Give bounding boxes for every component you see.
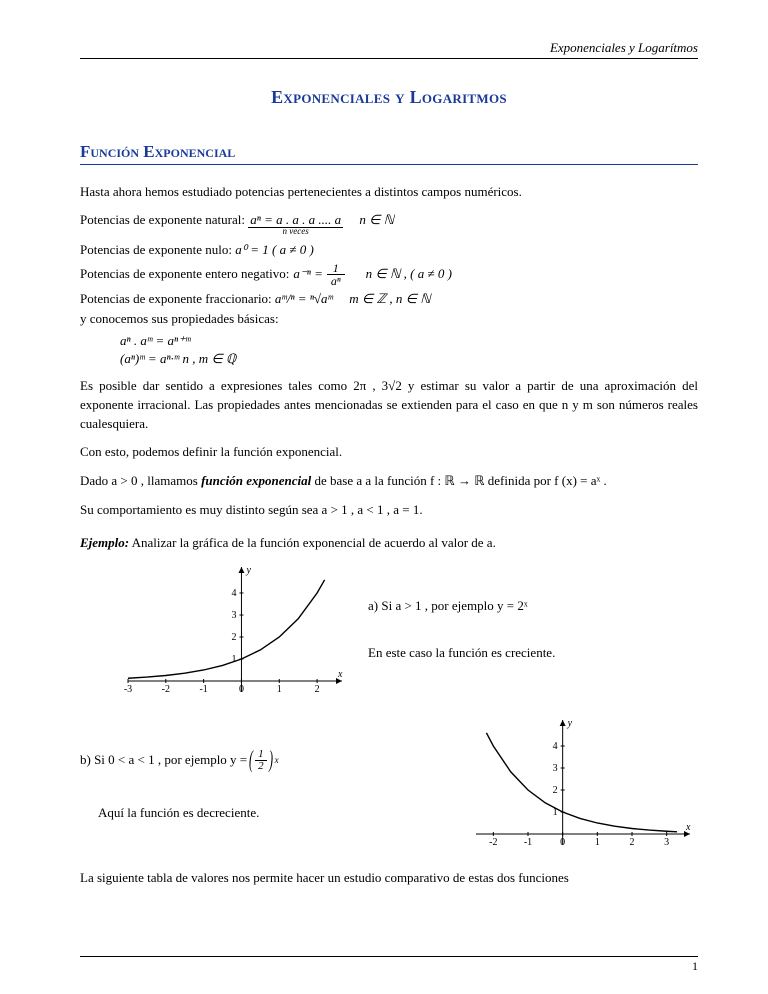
svg-text:-1: -1 [524, 837, 532, 848]
rule-known: y conocemos sus propiedades básicas: [80, 311, 698, 327]
svg-text:4: 4 [553, 741, 558, 752]
section-title: Función Exponencial [80, 142, 698, 165]
ejemplo-line: Ejemplo: Analizar la gráfica de la funci… [80, 534, 698, 553]
properties-block: aⁿ . aᵐ = aⁿ⁺ᵐ (aⁿ)ᵐ = aⁿ·ᵐ n , m ∈ ℚ [120, 333, 698, 367]
svg-text:-2: -2 [489, 837, 497, 848]
prop1: aⁿ . aᵐ = aⁿ⁺ᵐ [120, 333, 698, 349]
page-number: 1 [692, 959, 698, 973]
svg-text:2: 2 [630, 837, 635, 848]
running-header: Exponenciales y Logarítmos [80, 40, 698, 59]
svg-text:-3: -3 [124, 684, 132, 695]
svg-text:3: 3 [664, 837, 669, 848]
chart-b: -2-101231234xy [468, 716, 698, 861]
svg-text:0: 0 [239, 684, 244, 695]
svg-text:x: x [337, 669, 343, 680]
case-a-row: -3 -2 -1 0 1 2 1 2 3 4 x y a) Si a > 1 , por ejempl… [120, 563, 698, 708]
intro-para: Hasta ahora hemos estudiado potencias pe… [80, 183, 698, 202]
rule-natural: Potencias de exponente natural: aⁿ = a .… [80, 212, 698, 228]
case-a-desc: En este caso la función es creciente. [368, 644, 698, 663]
rule-zero: Potencias de exponente nulo: a⁰ = 1 ( a … [80, 242, 698, 258]
svg-text:x: x [685, 822, 691, 833]
main-title: Exponenciales y Logaritmos [80, 87, 698, 108]
para-definition: Dado a > 0 , llamamos función exponencia… [80, 472, 698, 491]
document-page: Exponenciales y Logarítmos Exponenciales… [0, 0, 768, 994]
page-footer: 1 [80, 956, 698, 974]
closing-para: La siguiente tabla de valores nos permit… [80, 869, 698, 888]
case-a-text: a) Si a > 1 , por ejemplo y = 2ˣ En este… [368, 597, 698, 673]
svg-text:y: y [567, 718, 573, 729]
svg-text:3: 3 [553, 763, 558, 774]
svg-text:y: y [245, 565, 251, 576]
running-title: Exponenciales y Logarítmos [550, 40, 698, 55]
prop2: (aⁿ)ᵐ = aⁿ·ᵐ n , m ∈ ℚ [120, 351, 698, 367]
svg-text:3: 3 [231, 610, 236, 621]
svg-text:-2: -2 [162, 684, 170, 695]
svg-text:2: 2 [553, 785, 558, 796]
svg-text:4: 4 [231, 588, 236, 599]
case-a-title: a) Si a > 1 , por ejemplo y = 2ˣ [368, 597, 698, 616]
case-b-text: b) Si 0 < a < 1 , por ejemplo y = ( 1 2 … [80, 743, 450, 833]
rule-negative: Potencias de exponente entero negativo: … [80, 262, 698, 287]
rule-fractional: Potencias de exponente fraccionario: aᵐ/… [80, 291, 698, 307]
para-define: Con esto, podemos definir la función exp… [80, 443, 698, 462]
para-behavior: Su comportamiento es muy distinto según … [80, 501, 698, 520]
case-b-desc: Aquí la función es decreciente. [98, 804, 450, 823]
svg-text:1: 1 [231, 654, 236, 665]
svg-text:1: 1 [595, 837, 600, 848]
case-b-title: b) Si 0 < a < 1 , por ejemplo y = ( 1 2 … [80, 743, 450, 778]
svg-text:-1: -1 [199, 684, 207, 695]
svg-text:0: 0 [560, 837, 565, 848]
chart-a: -3 -2 -1 0 1 2 1 2 3 4 x y [120, 563, 350, 708]
svg-text:2: 2 [231, 632, 236, 643]
svg-text:2: 2 [315, 684, 320, 695]
svg-text:1: 1 [277, 684, 282, 695]
para-irrational: Es posible dar sentido a expresiones tal… [80, 377, 698, 434]
case-b-row: b) Si 0 < a < 1 , por ejemplo y = ( 1 2 … [80, 716, 698, 861]
